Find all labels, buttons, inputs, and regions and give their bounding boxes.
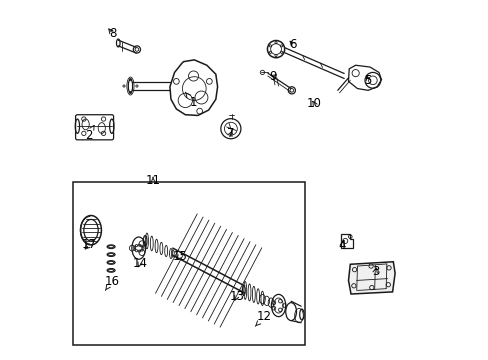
Text: 1: 1 xyxy=(185,92,197,109)
Text: 16: 16 xyxy=(104,275,119,291)
Text: 5: 5 xyxy=(364,74,371,87)
Text: 13: 13 xyxy=(229,290,244,303)
Text: 2: 2 xyxy=(84,125,94,142)
Text: 12: 12 xyxy=(255,310,271,326)
Text: 3: 3 xyxy=(371,265,378,278)
Text: 9: 9 xyxy=(269,69,276,82)
Polygon shape xyxy=(348,262,394,294)
Text: 4: 4 xyxy=(338,239,346,252)
Text: 15: 15 xyxy=(172,249,187,262)
Bar xyxy=(73,182,304,345)
Text: 8: 8 xyxy=(108,27,116,40)
Text: 14: 14 xyxy=(132,257,147,270)
Text: 17: 17 xyxy=(82,238,97,251)
Text: 11: 11 xyxy=(145,174,160,186)
Text: 6: 6 xyxy=(288,38,296,51)
Text: 7: 7 xyxy=(226,127,234,140)
Text: 10: 10 xyxy=(306,98,321,111)
